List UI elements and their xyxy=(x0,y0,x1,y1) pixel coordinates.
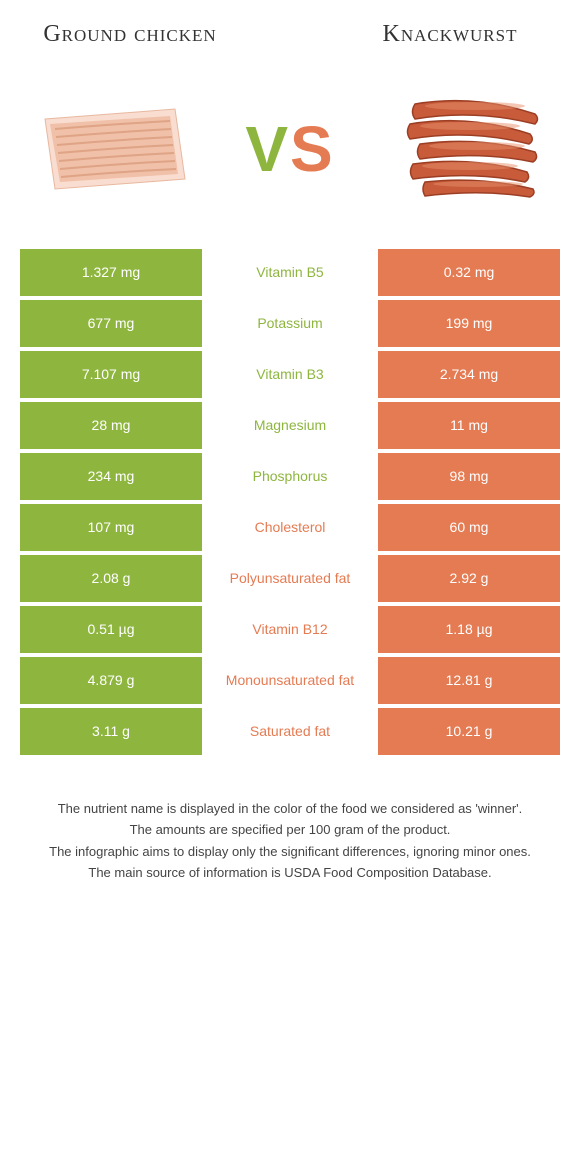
nutrient-name-cell: Monounsaturated fat xyxy=(202,657,378,704)
note-line: The nutrient name is displayed in the co… xyxy=(30,799,550,819)
table-row: 4.879 gMonounsaturated fat12.81 g xyxy=(20,657,560,704)
table-row: 234 mgPhosphorus98 mg xyxy=(20,453,560,500)
left-value-cell: 677 mg xyxy=(20,300,202,347)
hero-row: VS xyxy=(0,59,580,249)
left-value-cell: 2.08 g xyxy=(20,555,202,602)
knackwurst-image xyxy=(380,79,560,219)
left-value-cell: 4.879 g xyxy=(20,657,202,704)
nutrient-name-cell: Cholesterol xyxy=(202,504,378,551)
right-value-cell: 12.81 g xyxy=(378,657,560,704)
left-value-cell: 0.51 µg xyxy=(20,606,202,653)
note-line: The infographic aims to display only the… xyxy=(30,842,550,862)
right-value-cell: 2.92 g xyxy=(378,555,560,602)
nutrient-name-cell: Saturated fat xyxy=(202,708,378,755)
right-value-cell: 1.18 µg xyxy=(378,606,560,653)
vs-s: S xyxy=(290,113,335,185)
table-row: 1.327 mgVitamin B50.32 mg xyxy=(20,249,560,296)
table-row: 107 mgCholesterol60 mg xyxy=(20,504,560,551)
note-line: The main source of information is USDA F… xyxy=(30,863,550,883)
ground-chicken-image xyxy=(20,79,200,219)
right-value-cell: 11 mg xyxy=(378,402,560,449)
footnotes: The nutrient name is displayed in the co… xyxy=(0,759,580,905)
right-value-cell: 2.734 mg xyxy=(378,351,560,398)
right-value-cell: 10.21 g xyxy=(378,708,560,755)
table-row: 7.107 mgVitamin B32.734 mg xyxy=(20,351,560,398)
table-row: 0.51 µgVitamin B121.18 µg xyxy=(20,606,560,653)
nutrient-name-cell: Phosphorus xyxy=(202,453,378,500)
nutrient-name-cell: Potassium xyxy=(202,300,378,347)
nutrient-name-cell: Polyunsaturated fat xyxy=(202,555,378,602)
left-food-title: Ground chicken xyxy=(30,20,230,49)
right-value-cell: 199 mg xyxy=(378,300,560,347)
vs-v: V xyxy=(245,113,290,185)
table-row: 677 mgPotassium199 mg xyxy=(20,300,560,347)
table-row: 2.08 gPolyunsaturated fat2.92 g xyxy=(20,555,560,602)
right-value-cell: 98 mg xyxy=(378,453,560,500)
left-value-cell: 1.327 mg xyxy=(20,249,202,296)
note-line: The amounts are specified per 100 gram o… xyxy=(30,820,550,840)
left-value-cell: 107 mg xyxy=(20,504,202,551)
right-value-cell: 60 mg xyxy=(378,504,560,551)
nutrient-name-cell: Magnesium xyxy=(202,402,378,449)
right-food-title: Knackwurst xyxy=(350,20,550,49)
nutrient-name-cell: Vitamin B5 xyxy=(202,249,378,296)
header: Ground chicken Knackwurst xyxy=(0,0,580,59)
table-row: 3.11 gSaturated fat10.21 g xyxy=(20,708,560,755)
vs-label: VS xyxy=(245,112,334,186)
left-value-cell: 3.11 g xyxy=(20,708,202,755)
right-value-cell: 0.32 mg xyxy=(378,249,560,296)
table-row: 28 mgMagnesium11 mg xyxy=(20,402,560,449)
nutrient-name-cell: Vitamin B12 xyxy=(202,606,378,653)
left-value-cell: 28 mg xyxy=(20,402,202,449)
left-value-cell: 234 mg xyxy=(20,453,202,500)
comparison-table: 1.327 mgVitamin B50.32 mg677 mgPotassium… xyxy=(0,249,580,755)
left-value-cell: 7.107 mg xyxy=(20,351,202,398)
nutrient-name-cell: Vitamin B3 xyxy=(202,351,378,398)
